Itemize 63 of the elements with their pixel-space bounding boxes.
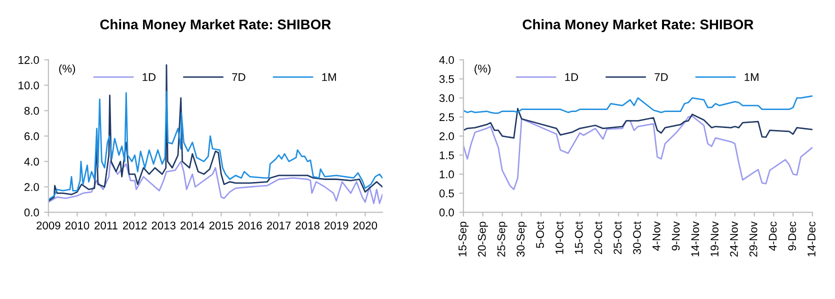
- y-tick-label: 3.5: [439, 75, 454, 83]
- y-tick-label: 0.5: [439, 189, 454, 198]
- x-tick-label: 25-Oct: [614, 221, 622, 254]
- x-tick-label: 5-Oct: [536, 221, 544, 248]
- y-tick-label: 2.5: [440, 113, 454, 122]
- y-axis-title: (%): [474, 64, 490, 75]
- x-tick-label: 14-Dec: [808, 222, 816, 256]
- x-tick-label: 29-Nov: [749, 221, 758, 257]
- x-tick-label: 2017: [266, 222, 291, 230]
- line-series: [48, 90, 382, 200]
- x-tick-label: 19-Nov: [710, 221, 718, 256]
- x-tick-label: 2020: [353, 222, 378, 230]
- x-tick-label: 25-Sep: [497, 222, 508, 257]
- y-tick-label: 4.0: [24, 158, 39, 166]
- line-series: [463, 108, 812, 139]
- x-tick-label: 9-Nov: [672, 221, 680, 250]
- chart-title: China Money Market Rate: SHIBOR: [522, 19, 754, 32]
- y-tick-label: 0.0: [24, 208, 39, 216]
- y-tick-label: 8.0: [24, 106, 39, 115]
- x-tick-label: 2009: [36, 222, 60, 230]
- x-tick-label: 14-Nov: [691, 221, 700, 256]
- y-tick-label: 6.0: [24, 132, 39, 140]
- chart-title: China Money Market Rate: SHIBOR: [100, 19, 331, 32]
- line-series: [463, 95, 812, 114]
- line-series: [48, 64, 382, 202]
- x-tick-label: 15-Oct: [574, 221, 583, 254]
- x-tick-label: 30-Sep: [516, 222, 527, 257]
- x-tick-label: 2019: [324, 222, 348, 230]
- y-tick-label: 10.0: [18, 81, 39, 90]
- x-tick-label: 4-Nov: [652, 221, 660, 251]
- y-tick-label: 1.5: [440, 151, 454, 160]
- x-tick-label: 4-Dec: [768, 222, 777, 251]
- x-tick-label: 20-Sep: [478, 222, 488, 257]
- line-series: [48, 160, 382, 204]
- x-tick-label: 2015: [209, 222, 234, 230]
- x-tick-label: 24-Nov: [730, 221, 738, 257]
- x-tick-label: 2012: [123, 222, 147, 230]
- line-series: [463, 116, 812, 190]
- y-tick-label: 2.0: [24, 183, 39, 192]
- x-tick-label: 9-Dec: [788, 222, 796, 250]
- y-tick-label: 12.0: [18, 56, 39, 64]
- x-tick-label: 30-Oct: [633, 221, 641, 254]
- y-tick-label: 2.0: [440, 132, 454, 140]
- y-tick-label: 3.0: [439, 94, 454, 102]
- legend-label: 1M: [322, 73, 336, 81]
- legend-label: 7D: [654, 73, 668, 81]
- legend-label: 1D: [142, 73, 156, 81]
- x-tick-label: 20-Oct: [594, 221, 602, 254]
- x-tick-label: 10-Oct: [555, 221, 564, 254]
- x-tick-label: 2013: [152, 222, 176, 230]
- x-tick-label: 2016: [238, 222, 262, 230]
- y-tick-label: 4.0: [439, 56, 454, 64]
- y-tick-label: 1.0: [440, 170, 454, 178]
- x-tick-label: 2010: [65, 222, 90, 230]
- legend-label: 1D: [565, 73, 578, 81]
- x-tick-label: 2014: [180, 222, 204, 230]
- x-tick-label: 2018: [296, 222, 320, 230]
- x-tick-label: 15-Sep: [458, 222, 469, 256]
- legend-label: 1M: [744, 73, 758, 81]
- y-tick-label: 0.0: [439, 208, 454, 216]
- x-tick-label: 2011: [94, 222, 118, 230]
- legend-label: 7D: [232, 73, 246, 81]
- y-axis-title: (%): [59, 64, 76, 75]
